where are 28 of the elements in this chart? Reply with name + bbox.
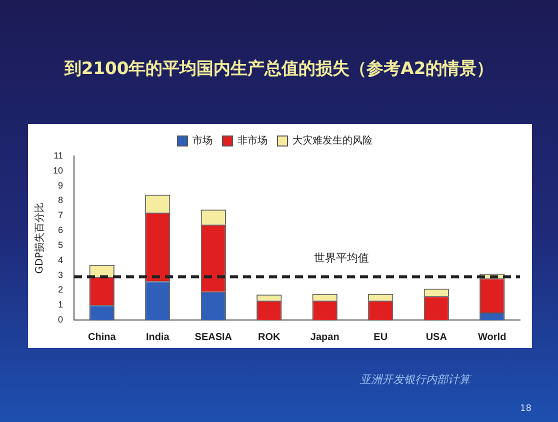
y-tick-label: 10 <box>52 165 64 176</box>
y-axis-title: GDP损失百分比 <box>34 202 46 274</box>
x-tick-label: ROK <box>258 332 282 343</box>
legend-label: 大灾难发生的风险 <box>292 134 372 147</box>
y-tick-label: 1 <box>58 300 64 310</box>
chart-title: 到2100年的平均国内生产总值的损失（参考A2的情景） <box>63 58 495 81</box>
y-tick-label: 7 <box>58 210 64 220</box>
x-tick-label: World <box>478 332 506 343</box>
y-tick-label: 2 <box>58 284 64 295</box>
y-tick-label: 8 <box>58 195 64 206</box>
y-tick-label: 9 <box>58 180 64 190</box>
y-tick-label: 6 <box>58 225 64 236</box>
x-tick-label: USA <box>426 332 447 343</box>
y-tick-label: 4 <box>58 254 64 265</box>
x-tick-label: India <box>146 332 170 343</box>
text: 18 <box>520 404 532 414</box>
y-tick-label: 11 <box>54 150 64 160</box>
y-tick-label: 5 <box>58 240 64 250</box>
x-tick-label: SEASIA <box>194 332 232 343</box>
x-tick-label: China <box>88 332 116 343</box>
x-tick-label: EU <box>374 332 388 343</box>
legend-label: 非市场 <box>238 134 268 147</box>
text: 亚洲开发银行内部计算 <box>359 372 470 387</box>
ref-line-label: 世界平均值 <box>314 252 370 265</box>
y-tick-label: 0 <box>58 314 64 324</box>
legend-label: 市场 <box>192 134 212 147</box>
y-tick-label: 3 <box>58 270 64 280</box>
x-tick-label: Japan <box>310 332 340 343</box>
